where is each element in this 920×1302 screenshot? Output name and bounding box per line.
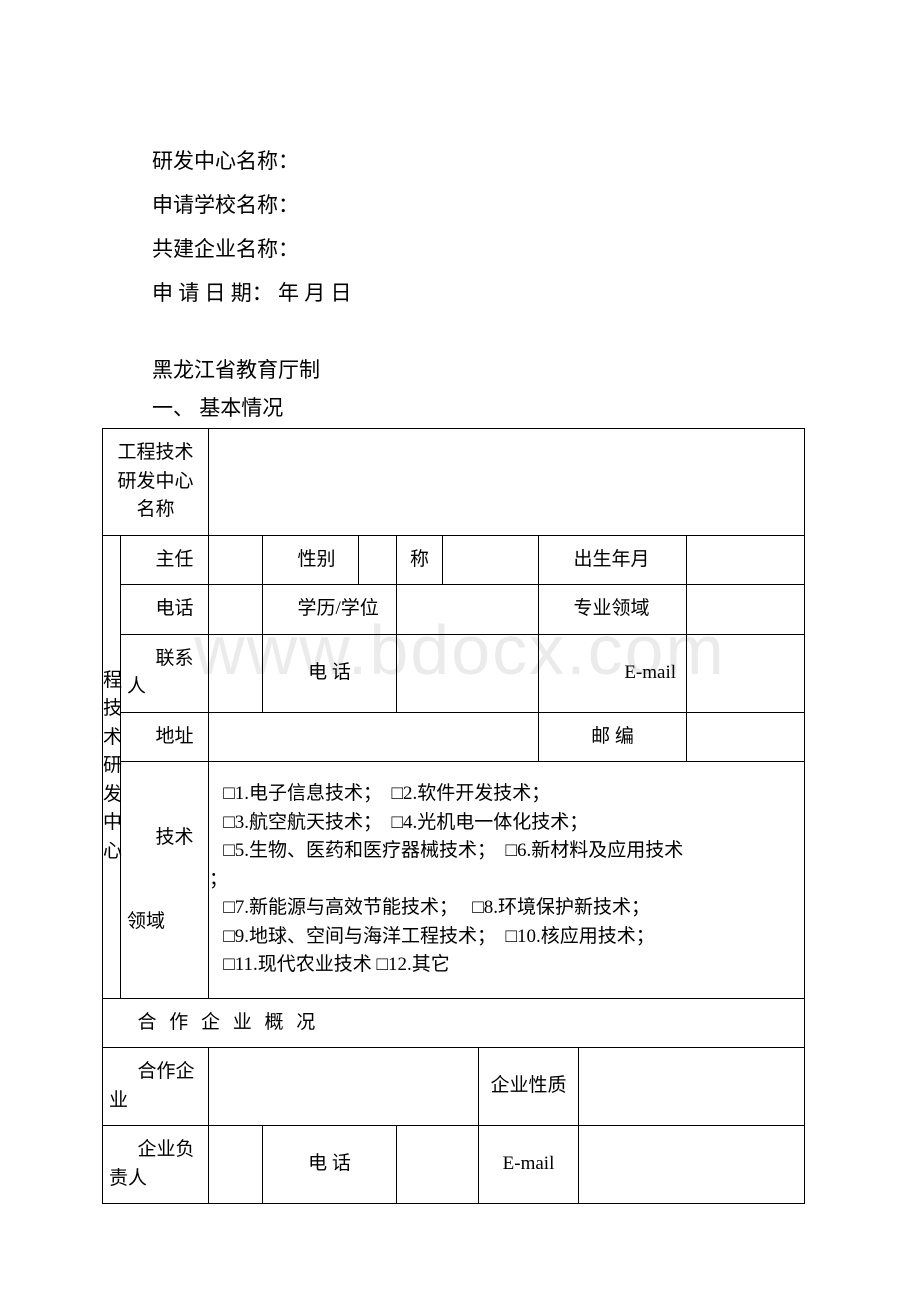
label-company-nature: 企业性质 xyxy=(479,1048,579,1126)
tech-opt-12: □12.其它 xyxy=(377,954,450,975)
value-center-name xyxy=(209,429,805,536)
label-postcode: 邮 编 xyxy=(539,712,687,762)
tech-opt-9: □9.地球、空间与海洋工程技术； xyxy=(223,926,496,947)
label-company-leader: 企业负责人 xyxy=(103,1126,209,1204)
header-line-2: 申请学校名称： xyxy=(110,184,810,226)
value-email xyxy=(687,634,805,712)
tech-opt-2: □2.软件开发技术； xyxy=(392,783,551,804)
value-major xyxy=(687,585,805,635)
tech-opt-1: □1.电子信息技术； xyxy=(223,783,382,804)
label-email: E-mail xyxy=(539,634,687,712)
label-tech-field: 技术 领域 xyxy=(121,762,209,999)
label-director: 主任 xyxy=(121,535,209,585)
value-address xyxy=(209,712,539,762)
header-line-3: 共建企业名称： xyxy=(110,228,810,270)
partner-header: 合 作 企 业 概 况 xyxy=(103,998,805,1048)
tech-opt-8: □8.环境保护新技术； xyxy=(472,897,650,918)
label-partner-company: 合作企业 xyxy=(103,1048,209,1126)
header-line-4: 申 请 日 期： 年 月 日 xyxy=(110,272,810,314)
value-company-nature xyxy=(579,1048,805,1126)
tech-semicolon: ； xyxy=(209,869,228,890)
value-phone xyxy=(209,585,263,635)
value-director xyxy=(209,535,263,585)
label-gender: 性别 xyxy=(263,535,359,585)
form-table: 工程技术研发中心名称 程技术研发中心 主任 性别 称 出生年月 电话 学历/学位… xyxy=(102,428,805,1204)
value-leader-phone xyxy=(397,1126,479,1204)
label-leader-phone: 电 话 xyxy=(263,1126,397,1204)
label-degree: 学历/学位 xyxy=(263,585,397,635)
tech-opt-7: □7.新能源与高效节能技术； xyxy=(223,897,458,918)
tech-opt-3: □3.航空航天技术； xyxy=(223,812,382,833)
tech-opt-4: □4.光机电一体化技术； xyxy=(392,812,589,833)
value-gender xyxy=(359,535,397,585)
value-postcode xyxy=(687,712,805,762)
label-contact-phone: 电 话 xyxy=(263,634,397,712)
label-leader-email: E-mail xyxy=(479,1126,579,1204)
value-partner-company xyxy=(209,1048,479,1126)
value-title xyxy=(443,535,539,585)
value-leader-email xyxy=(579,1126,805,1204)
label-phone: 电话 xyxy=(121,585,209,635)
tech-field-options: □1.电子信息技术； □2.软件开发技术； □3.航空航天技术； □4.光机电一… xyxy=(209,762,805,999)
tech-opt-5: □5.生物、医药和医疗器械技术； xyxy=(223,840,496,861)
label-major: 专业领域 xyxy=(539,585,687,635)
value-contact xyxy=(209,634,263,712)
value-company-leader xyxy=(209,1126,263,1204)
label-title: 称 xyxy=(397,535,443,585)
side-label: 程技术研发中心 xyxy=(103,535,121,998)
tech-opt-6: □6.新材料及应用技术 xyxy=(506,840,684,861)
label-contact: 联系人 xyxy=(121,634,209,712)
value-birth xyxy=(687,535,805,585)
tech-opt-11: □11.现代农业技术 xyxy=(223,954,372,975)
label-birth: 出生年月 xyxy=(539,535,687,585)
header-block: 研发中心名称： 申请学校名称： 共建企业名称： 申 请 日 期： 年 月 日 xyxy=(110,140,810,314)
value-degree xyxy=(397,585,539,635)
label-center-name: 工程技术研发中心名称 xyxy=(103,429,209,536)
tech-opt-10: □10.核应用技术； xyxy=(506,926,655,947)
header-line-1: 研发中心名称： xyxy=(110,140,810,182)
label-address: 地址 xyxy=(121,712,209,762)
value-contact-phone xyxy=(397,634,539,712)
authority-text: 黑龙江省教育厅制 xyxy=(110,354,810,384)
section-1-title: 一、 基本情况 xyxy=(110,392,810,422)
